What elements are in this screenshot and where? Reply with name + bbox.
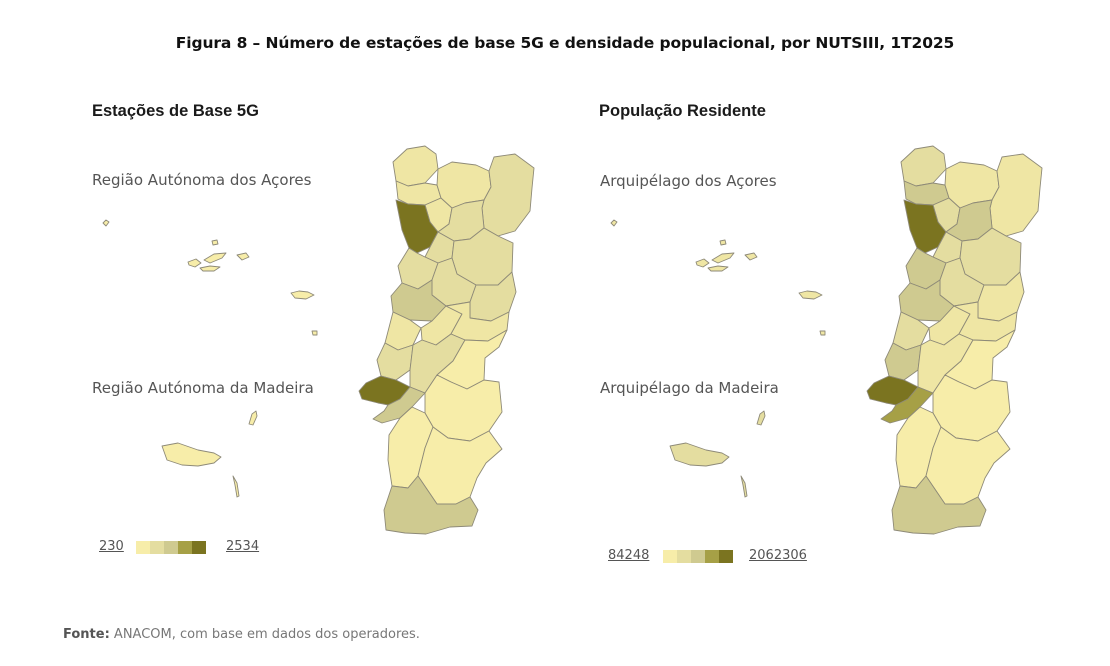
- panel-title-5g: Estações de Base 5G: [92, 102, 259, 120]
- region-oeste: [884, 342, 922, 381]
- legend-swatch: [663, 550, 677, 563]
- label-madeira-5g: Região Autónoma da Madeira: [92, 379, 314, 397]
- legend-scale-5g: [136, 541, 206, 554]
- legend-max-5g: 2534: [226, 539, 260, 554]
- region-algarve: [383, 475, 479, 535]
- legend-swatch: [164, 541, 178, 554]
- legend-scale-population: [663, 550, 733, 563]
- legend-swatch: [150, 541, 164, 554]
- label-azores-population: Arquipélago dos Açores: [600, 172, 777, 190]
- legend-swatch: [719, 550, 733, 563]
- region-terras: [989, 153, 1043, 237]
- region-minho: [900, 145, 947, 187]
- label-madeira-population: Arquipélago da Madeira: [600, 379, 779, 397]
- figure-title: Figura 8 – Número de estações de base 5G…: [175, 34, 955, 52]
- region-lisboa: [866, 375, 919, 406]
- legend-swatch: [691, 550, 705, 563]
- legend-swatch: [192, 541, 206, 554]
- legend-max-population: 2062306: [749, 548, 807, 563]
- legend-swatch: [705, 550, 719, 563]
- region-madeira: [161, 410, 258, 498]
- legend-min-population: 84248: [608, 548, 650, 563]
- region-madeira: [669, 410, 766, 498]
- region-algarve: [891, 475, 987, 535]
- region-lisboa: [358, 375, 411, 406]
- legend-swatch: [136, 541, 150, 554]
- region-oeste: [376, 342, 414, 381]
- legend-swatch: [677, 550, 691, 563]
- legend-swatch: [178, 541, 192, 554]
- source-note: Fonte: ANACOM, com base em dados dos ope…: [63, 627, 420, 642]
- panel-title-population: População Residente: [599, 102, 766, 120]
- label-azores-5g: Região Autónoma dos Açores: [92, 171, 312, 189]
- source-text: ANACOM, com base em dados dos operadores…: [113, 627, 420, 642]
- region-azores: [102, 219, 318, 336]
- region-azores: [610, 219, 826, 336]
- source-label: Fonte:: [63, 627, 110, 642]
- legend-min-5g: 230: [99, 539, 124, 554]
